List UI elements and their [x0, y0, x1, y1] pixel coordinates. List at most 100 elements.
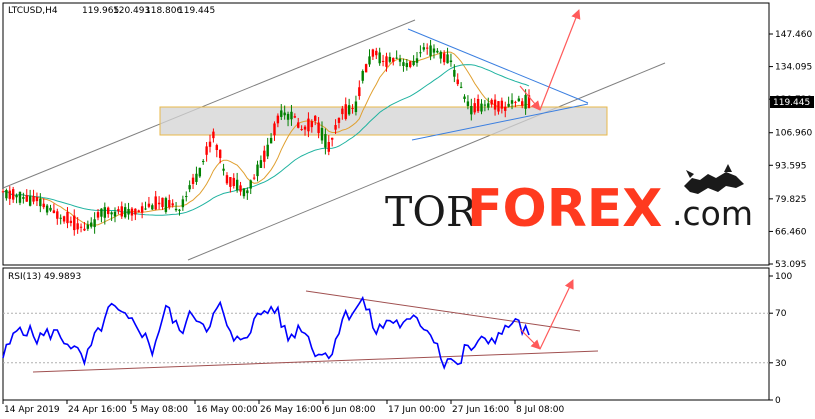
candle: [330, 137, 334, 147]
candle: [198, 167, 202, 178]
candle: [45, 203, 49, 216]
candle: [178, 208, 181, 216]
bearish-arrow: [519, 85, 541, 111]
candle: [117, 206, 120, 215]
candle: [73, 209, 76, 236]
rsi-bullish-arrow: [539, 279, 574, 350]
candle: [334, 119, 337, 135]
candle: [446, 47, 449, 64]
candle: [130, 206, 134, 221]
candle: [320, 121, 324, 144]
time-tick-label: 8 Jul 08:00: [516, 405, 565, 415]
candle: [25, 189, 28, 202]
candle: [263, 145, 266, 169]
candle: [398, 54, 402, 67]
bull-bear-logo-icon: [684, 164, 744, 194]
candle: [466, 95, 470, 110]
candle: [103, 202, 107, 225]
candle: [500, 97, 504, 114]
candle: [242, 188, 246, 199]
candle: [256, 160, 259, 182]
candle: [283, 105, 286, 120]
candle: [517, 95, 521, 102]
candle: [371, 48, 375, 60]
candle: [364, 63, 368, 73]
candle: [76, 217, 79, 234]
candle: [140, 202, 144, 219]
candle: [144, 201, 147, 211]
candle: [151, 203, 154, 211]
candle: [429, 39, 432, 61]
watermark-part-forex: FOREX: [467, 179, 662, 239]
price-tick-label: 53.095: [775, 260, 807, 270]
candle: [358, 80, 361, 100]
time-tick-label: 24 Apr 16:00: [68, 405, 127, 415]
candle: [15, 193, 18, 204]
candle: [252, 174, 256, 181]
candle: [269, 133, 273, 144]
price-header-high: 120.493: [113, 6, 150, 16]
candle: [395, 50, 398, 60]
price-tick-label: 134.095: [775, 63, 812, 73]
price-tick-label: 93.595: [775, 161, 807, 171]
candle: [480, 99, 483, 115]
candle: [497, 101, 500, 115]
candle: [113, 207, 117, 223]
candle: [49, 204, 52, 212]
candle: [137, 209, 140, 213]
candle: [66, 207, 69, 229]
candle: [249, 179, 252, 195]
price-axis: 147.460134.095120.730106.96093.59579.825…: [769, 30, 812, 270]
candle: [171, 199, 174, 208]
candle: [463, 94, 466, 103]
price-candles: [1, 39, 531, 236]
candle: [134, 208, 137, 221]
candle: [415, 51, 419, 67]
candle: [239, 181, 242, 196]
candle: [218, 149, 222, 164]
price-header-low: 118.806: [145, 6, 182, 16]
candle: [432, 44, 436, 59]
candle: [202, 159, 205, 165]
moving-average-line: [2, 64, 530, 216]
rsi-tick-label: 30: [775, 359, 787, 369]
candle: [297, 117, 300, 129]
candle: [351, 104, 354, 114]
candle: [303, 125, 307, 136]
candle: [79, 223, 83, 233]
candle: [273, 121, 276, 141]
price-tick-label: 66.460: [775, 227, 807, 237]
candle: [225, 172, 229, 186]
watermark-part-tor: TOR: [385, 188, 478, 236]
bullish-arrow: [539, 9, 581, 111]
candle: [456, 73, 459, 87]
candle: [317, 117, 320, 139]
candle: [229, 177, 232, 193]
rsi-tick-label: 70: [775, 309, 787, 319]
candle: [327, 135, 330, 156]
candle: [147, 196, 151, 209]
candle: [409, 60, 412, 69]
candle: [120, 201, 123, 219]
candle: [212, 128, 215, 143]
candle: [222, 163, 225, 176]
price-header-close: 119.445: [178, 6, 215, 16]
rsi-axis: 100 70 30 0: [769, 272, 792, 406]
candle: [385, 52, 388, 72]
current-price-label: 119.445: [773, 98, 810, 108]
candle: [293, 113, 297, 119]
candle: [86, 220, 90, 231]
candle: [378, 47, 381, 66]
candle: [483, 99, 487, 112]
candle: [459, 82, 463, 89]
price-tick-label: 79.825: [775, 195, 807, 205]
candle: [276, 113, 280, 128]
candle: [514, 100, 517, 108]
candle: [127, 202, 130, 220]
candle: [361, 69, 364, 84]
support-zone: [159, 106, 608, 136]
candle: [341, 105, 344, 120]
candle: [168, 194, 171, 210]
candle: [476, 94, 480, 114]
